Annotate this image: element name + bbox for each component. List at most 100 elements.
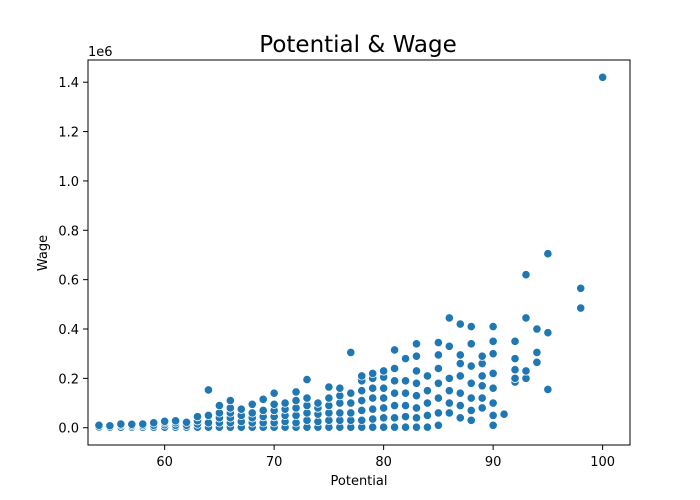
- plot-area-frame: [87, 59, 631, 446]
- scatter-point: [127, 419, 137, 429]
- scatter-point: [269, 399, 279, 409]
- scatter-point: [466, 321, 476, 332]
- scatter-point: [466, 405, 476, 416]
- scatter-point: [400, 400, 411, 411]
- scatter-point: [521, 366, 531, 376]
- scatter-point: [532, 347, 542, 358]
- scatter-point: [444, 313, 454, 323]
- scatter-point: [543, 249, 553, 259]
- scatter-point: [455, 400, 465, 411]
- scatter-point: [116, 419, 126, 429]
- scatter-point: [433, 378, 443, 388]
- scatter-point: [466, 378, 476, 388]
- scatter-point: [324, 382, 334, 392]
- scatter-point: [433, 393, 443, 403]
- scatter-point: [444, 408, 454, 418]
- scatter-point: [433, 350, 443, 360]
- scatter-point: [455, 388, 465, 398]
- scatter-point: [455, 371, 465, 381]
- scatter-point: [335, 408, 345, 418]
- scatter-point: [236, 404, 246, 414]
- y-tick-label: 0.6: [58, 274, 79, 289]
- y-axis-offset-label: 1e6: [88, 45, 113, 60]
- y-tick-label: 1.2: [58, 126, 79, 141]
- scatter-point: [269, 388, 279, 398]
- scatter-point: [411, 413, 422, 423]
- scatter-point: [433, 363, 443, 374]
- scatter-point: [422, 398, 433, 408]
- scatter-point: [258, 394, 268, 404]
- scatter-point: [346, 347, 356, 358]
- scatter-point: [411, 339, 422, 349]
- scatter-point: [488, 420, 498, 430]
- scatter-point: [488, 321, 498, 332]
- scatter-point: [203, 385, 214, 395]
- scatter-point: [368, 383, 378, 393]
- scatter-point: [444, 373, 454, 383]
- scatter-point: [532, 324, 542, 334]
- scatter-point: [181, 417, 192, 427]
- scatter-point: [368, 368, 378, 379]
- scatter-point: [411, 422, 422, 432]
- scatter-point: [170, 416, 181, 426]
- scatter-point: [203, 410, 214, 420]
- scatter-point: [521, 313, 531, 323]
- y-axis-label: Wage: [36, 235, 51, 271]
- scatter-point: [543, 384, 553, 395]
- scatter-point: [105, 421, 115, 431]
- scatter-point: [379, 383, 389, 393]
- y-tick-label: 0.4: [58, 323, 79, 338]
- scatter-point: [488, 349, 498, 359]
- y-tick-label: 0.8: [58, 224, 79, 239]
- scatter-point: [368, 404, 378, 414]
- scatter-point: [521, 270, 531, 280]
- scatter-point: [389, 422, 400, 432]
- scatter-point: [455, 413, 465, 423]
- scatter-point: [488, 336, 498, 346]
- scatter-point: [225, 395, 235, 406]
- scatter-point: [543, 328, 553, 338]
- scatter-point: [466, 415, 476, 425]
- scatter-point: [576, 303, 586, 313]
- scatter-point: [149, 418, 159, 428]
- scatter-point: [389, 413, 400, 423]
- scatter-point: [400, 422, 411, 432]
- scatter-point: [379, 403, 389, 413]
- scatter-point: [488, 368, 498, 379]
- scatter-point: [477, 393, 487, 403]
- scatter-point: [532, 357, 542, 367]
- scatter-point: [433, 420, 443, 430]
- scatter-point: [357, 405, 367, 416]
- scatter-point: [313, 398, 323, 408]
- scatter-point: [477, 403, 487, 413]
- scatter-point: [302, 374, 312, 385]
- scatter-point: [598, 72, 608, 82]
- scatter-point: [291, 395, 301, 406]
- scatter-point: [324, 393, 334, 403]
- scatter-point: [357, 415, 367, 425]
- y-tick-label: 1.4: [58, 76, 79, 91]
- scatter-point: [214, 400, 224, 411]
- scatter-point: [411, 403, 422, 413]
- scatter-point: [357, 386, 367, 396]
- scatter-point: [444, 386, 454, 396]
- scatter-point: [422, 386, 433, 396]
- scatter-point: [258, 405, 268, 416]
- scatter-point: [466, 339, 476, 349]
- scatter-point: [400, 412, 411, 422]
- scatter-point: [455, 358, 465, 369]
- scatter-point: [422, 410, 433, 420]
- scatter-point: [400, 388, 411, 398]
- scatter-point: [346, 388, 356, 398]
- scatter-point: [499, 409, 509, 419]
- scatter-point: [138, 419, 148, 429]
- scatter-point: [94, 420, 104, 430]
- y-tick-label: 0.0: [58, 422, 79, 437]
- scatter-point: [411, 391, 422, 401]
- scatter-point: [291, 387, 301, 397]
- scatter-point: [433, 337, 443, 348]
- scatter-point: [510, 373, 520, 383]
- scatter-point: [444, 341, 454, 351]
- x-tick-label: 60: [156, 455, 173, 470]
- scatter-point: [411, 378, 422, 388]
